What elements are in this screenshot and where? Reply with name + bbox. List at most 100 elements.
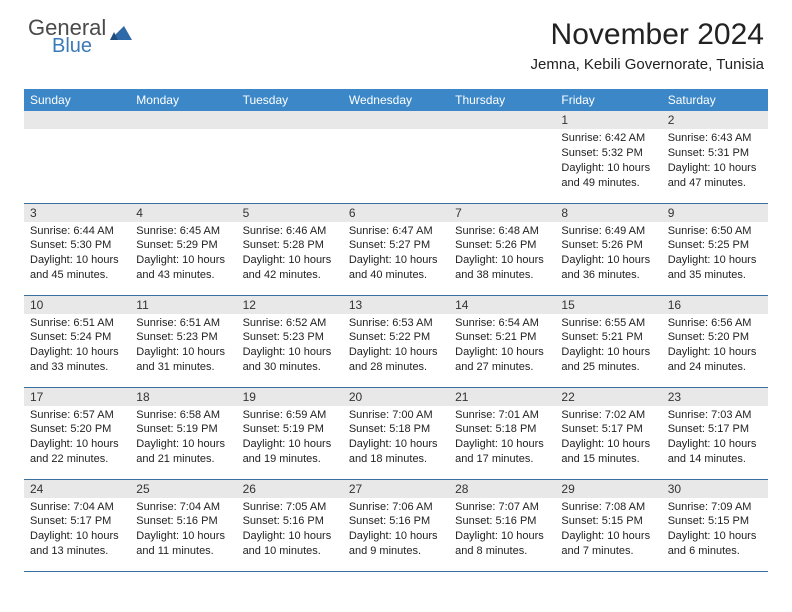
day-body: Sunrise: 7:01 AMSunset: 5:18 PMDaylight:… [449,406,555,471]
sunset-line: Sunset: 5:17 PM [30,514,124,529]
day-cell: 17Sunrise: 6:57 AMSunset: 5:20 PMDayligh… [24,387,130,479]
daylight-line: Daylight: 10 hours and 42 minutes. [243,253,337,283]
day-number: 23 [662,388,768,406]
sunset-line: Sunset: 5:16 PM [136,514,230,529]
day-number: 17 [24,388,130,406]
daylight-line: Daylight: 10 hours and 33 minutes. [30,345,124,375]
sunset-line: Sunset: 5:26 PM [455,238,549,253]
daylight-line: Daylight: 10 hours and 24 minutes. [668,345,762,375]
day-number: 25 [130,480,236,498]
day-body: Sunrise: 6:47 AMSunset: 5:27 PMDaylight:… [343,222,449,287]
daylight-line: Daylight: 10 hours and 11 minutes. [136,529,230,559]
daylight-line: Daylight: 10 hours and 45 minutes. [30,253,124,283]
dow-sunday: Sunday [24,89,130,111]
sunset-line: Sunset: 5:20 PM [668,330,762,345]
sunrise-line: Sunrise: 7:07 AM [455,500,549,515]
calendar-body: 1Sunrise: 6:42 AMSunset: 5:32 PMDaylight… [24,111,768,571]
sunset-line: Sunset: 5:24 PM [30,330,124,345]
day-body: Sunrise: 7:04 AMSunset: 5:17 PMDaylight:… [24,498,130,563]
sunrise-line: Sunrise: 7:04 AM [30,500,124,515]
sunset-line: Sunset: 5:30 PM [30,238,124,253]
sunset-line: Sunset: 5:31 PM [668,146,762,161]
day-body: Sunrise: 6:44 AMSunset: 5:30 PMDaylight:… [24,222,130,287]
sunrise-line: Sunrise: 7:06 AM [349,500,443,515]
day-body: Sunrise: 7:07 AMSunset: 5:16 PMDaylight:… [449,498,555,563]
daylight-line: Daylight: 10 hours and 31 minutes. [136,345,230,375]
daylight-line: Daylight: 10 hours and 30 minutes. [243,345,337,375]
brand-flag-icon [110,22,132,47]
day-body: Sunrise: 7:06 AMSunset: 5:16 PMDaylight:… [343,498,449,563]
day-number: 3 [24,204,130,222]
day-body: Sunrise: 6:51 AMSunset: 5:24 PMDaylight:… [24,314,130,379]
day-number: 4 [130,204,236,222]
day-number: 20 [343,388,449,406]
day-number: 22 [555,388,661,406]
daylight-line: Daylight: 10 hours and 19 minutes. [243,437,337,467]
day-cell: 30Sunrise: 7:09 AMSunset: 5:15 PMDayligh… [662,479,768,571]
day-cell: 7Sunrise: 6:48 AMSunset: 5:26 PMDaylight… [449,203,555,295]
day-cell: 15Sunrise: 6:55 AMSunset: 5:21 PMDayligh… [555,295,661,387]
day-body: Sunrise: 6:59 AMSunset: 5:19 PMDaylight:… [237,406,343,471]
sunrise-line: Sunrise: 6:51 AM [30,316,124,331]
sunset-line: Sunset: 5:19 PM [243,422,337,437]
day-cell [237,111,343,203]
day-cell: 16Sunrise: 6:56 AMSunset: 5:20 PMDayligh… [662,295,768,387]
day-body: Sunrise: 6:54 AMSunset: 5:21 PMDaylight:… [449,314,555,379]
day-body: Sunrise: 6:53 AMSunset: 5:22 PMDaylight:… [343,314,449,379]
day-cell: 21Sunrise: 7:01 AMSunset: 5:18 PMDayligh… [449,387,555,479]
daylight-line: Daylight: 10 hours and 18 minutes. [349,437,443,467]
sunset-line: Sunset: 5:29 PM [136,238,230,253]
title-group: November 2024 Jemna, Kebili Governorate,… [531,18,764,73]
daylight-line: Daylight: 10 hours and 35 minutes. [668,253,762,283]
sunset-line: Sunset: 5:17 PM [561,422,655,437]
day-cell: 29Sunrise: 7:08 AMSunset: 5:15 PMDayligh… [555,479,661,571]
daylight-line: Daylight: 10 hours and 27 minutes. [455,345,549,375]
day-number: 6 [343,204,449,222]
dow-monday: Monday [130,89,236,111]
day-body: Sunrise: 6:58 AMSunset: 5:19 PMDaylight:… [130,406,236,471]
daylight-line: Daylight: 10 hours and 28 minutes. [349,345,443,375]
empty-day-bar [130,111,236,129]
empty-day-bar [237,111,343,129]
day-cell: 10Sunrise: 6:51 AMSunset: 5:24 PMDayligh… [24,295,130,387]
daylight-line: Daylight: 10 hours and 14 minutes. [668,437,762,467]
week-row: 1Sunrise: 6:42 AMSunset: 5:32 PMDaylight… [24,111,768,203]
day-body: Sunrise: 7:00 AMSunset: 5:18 PMDaylight:… [343,406,449,471]
header: General Blue November 2024 Jemna, Kebili… [0,0,792,79]
day-number: 11 [130,296,236,314]
day-number: 29 [555,480,661,498]
day-body: Sunrise: 6:50 AMSunset: 5:25 PMDaylight:… [662,222,768,287]
sunset-line: Sunset: 5:17 PM [668,422,762,437]
day-cell: 12Sunrise: 6:52 AMSunset: 5:23 PMDayligh… [237,295,343,387]
sunrise-line: Sunrise: 6:56 AM [668,316,762,331]
week-row: 3Sunrise: 6:44 AMSunset: 5:30 PMDaylight… [24,203,768,295]
day-number: 28 [449,480,555,498]
daylight-line: Daylight: 10 hours and 9 minutes. [349,529,443,559]
day-cell: 2Sunrise: 6:43 AMSunset: 5:31 PMDaylight… [662,111,768,203]
week-row: 24Sunrise: 7:04 AMSunset: 5:17 PMDayligh… [24,479,768,571]
day-cell: 24Sunrise: 7:04 AMSunset: 5:17 PMDayligh… [24,479,130,571]
day-cell: 22Sunrise: 7:02 AMSunset: 5:17 PMDayligh… [555,387,661,479]
day-number: 30 [662,480,768,498]
dow-friday: Friday [555,89,661,111]
day-number: 27 [343,480,449,498]
sunrise-line: Sunrise: 6:57 AM [30,408,124,423]
day-number: 10 [24,296,130,314]
day-number: 21 [449,388,555,406]
location-subtitle: Jemna, Kebili Governorate, Tunisia [531,56,764,73]
day-number: 12 [237,296,343,314]
empty-day-bar [24,111,130,129]
day-number: 26 [237,480,343,498]
day-number: 8 [555,204,661,222]
day-body: Sunrise: 7:09 AMSunset: 5:15 PMDaylight:… [662,498,768,563]
daylight-line: Daylight: 10 hours and 13 minutes. [30,529,124,559]
sunset-line: Sunset: 5:26 PM [561,238,655,253]
daylight-line: Daylight: 10 hours and 36 minutes. [561,253,655,283]
day-number: 1 [555,111,661,129]
daylight-line: Daylight: 10 hours and 7 minutes. [561,529,655,559]
sunrise-line: Sunrise: 6:44 AM [30,224,124,239]
day-cell: 1Sunrise: 6:42 AMSunset: 5:32 PMDaylight… [555,111,661,203]
sunrise-line: Sunrise: 6:45 AM [136,224,230,239]
day-body: Sunrise: 6:51 AMSunset: 5:23 PMDaylight:… [130,314,236,379]
day-cell [449,111,555,203]
